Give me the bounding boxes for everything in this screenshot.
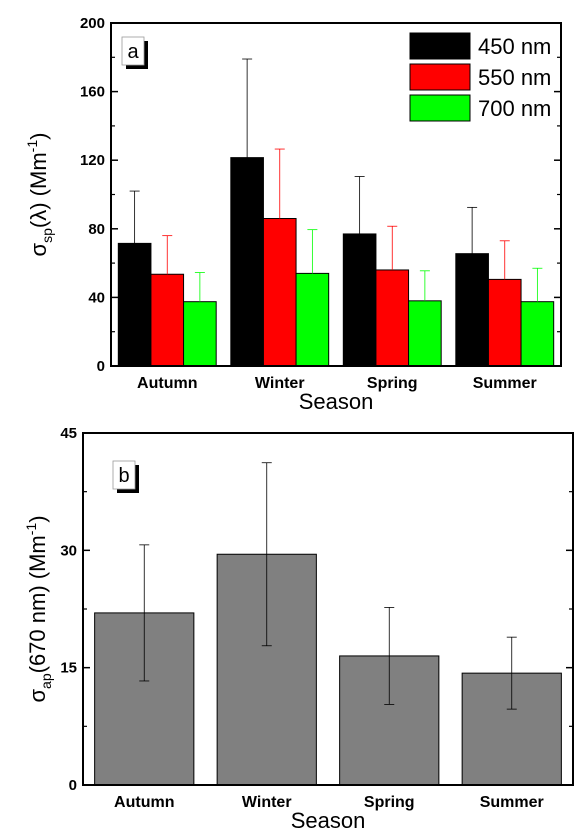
legend-swatch-2 [409, 94, 471, 122]
bar-spring-2 [408, 300, 442, 367]
y-tick-label: 120 [80, 152, 105, 169]
bar-autumn-2 [183, 301, 217, 367]
bar-winter-0 [230, 157, 264, 367]
panel-label: b [118, 465, 129, 487]
x-category-label: Autumn [137, 375, 197, 392]
x-category-label: Autumn [114, 794, 174, 811]
panel-a: 0 40 80 120 160 200 Autumn Winter Spring Summer Se… [24, 15, 562, 414]
y-tick-label: 160 [80, 84, 105, 101]
x-category-label: Spring [367, 375, 418, 392]
bar-spring-1 [375, 269, 410, 367]
legend-label: 550 nm [478, 65, 551, 90]
y-axis-title: σap(670 nm) (Mm-1) [23, 515, 54, 702]
panel-label-box [121, 36, 145, 66]
y-tick-label: 15 [60, 660, 77, 677]
y-tick-label: 30 [60, 542, 77, 559]
panel-b: 0 15 30 45 Autumn Winter Spring Summer Season σap… [23, 425, 574, 833]
y-tick-label: 200 [80, 15, 105, 32]
x-category-label: Summer [473, 375, 537, 392]
bar-summer-0 [455, 253, 489, 367]
y-tick-label: 0 [69, 777, 77, 794]
bar-spring-0 [342, 233, 377, 367]
y-tick-label: 45 [60, 425, 77, 442]
y-tick-label: 0 [97, 358, 105, 375]
x-category-label: Summer [480, 794, 544, 811]
bar-autumn-0 [117, 242, 152, 367]
panel-label-box [112, 460, 136, 490]
x-axis-title: Season [291, 808, 366, 833]
x-category-label: Spring [364, 794, 415, 811]
y-axis-title: σsp(λ) (Mm-1) [24, 133, 55, 257]
bar-autumn-1 [150, 273, 185, 367]
y-tick-label: 80 [88, 221, 105, 238]
legend-swatch-1 [409, 63, 471, 91]
x-category-label: Winter [242, 794, 292, 811]
bar-summer-1 [487, 278, 522, 367]
y-tick-label: 40 [88, 289, 105, 306]
bar-summer-2 [520, 301, 555, 367]
x-category-label: Winter [255, 375, 305, 392]
bar-winter-1 [262, 218, 297, 367]
panel-label: a [127, 41, 139, 63]
bar-winter-2 [295, 272, 330, 367]
legend-label: 700 nm [478, 96, 551, 121]
legend-label: 450 nm [478, 34, 551, 59]
x-axis-title: Season [299, 389, 374, 414]
legend-swatch-0 [409, 32, 471, 60]
